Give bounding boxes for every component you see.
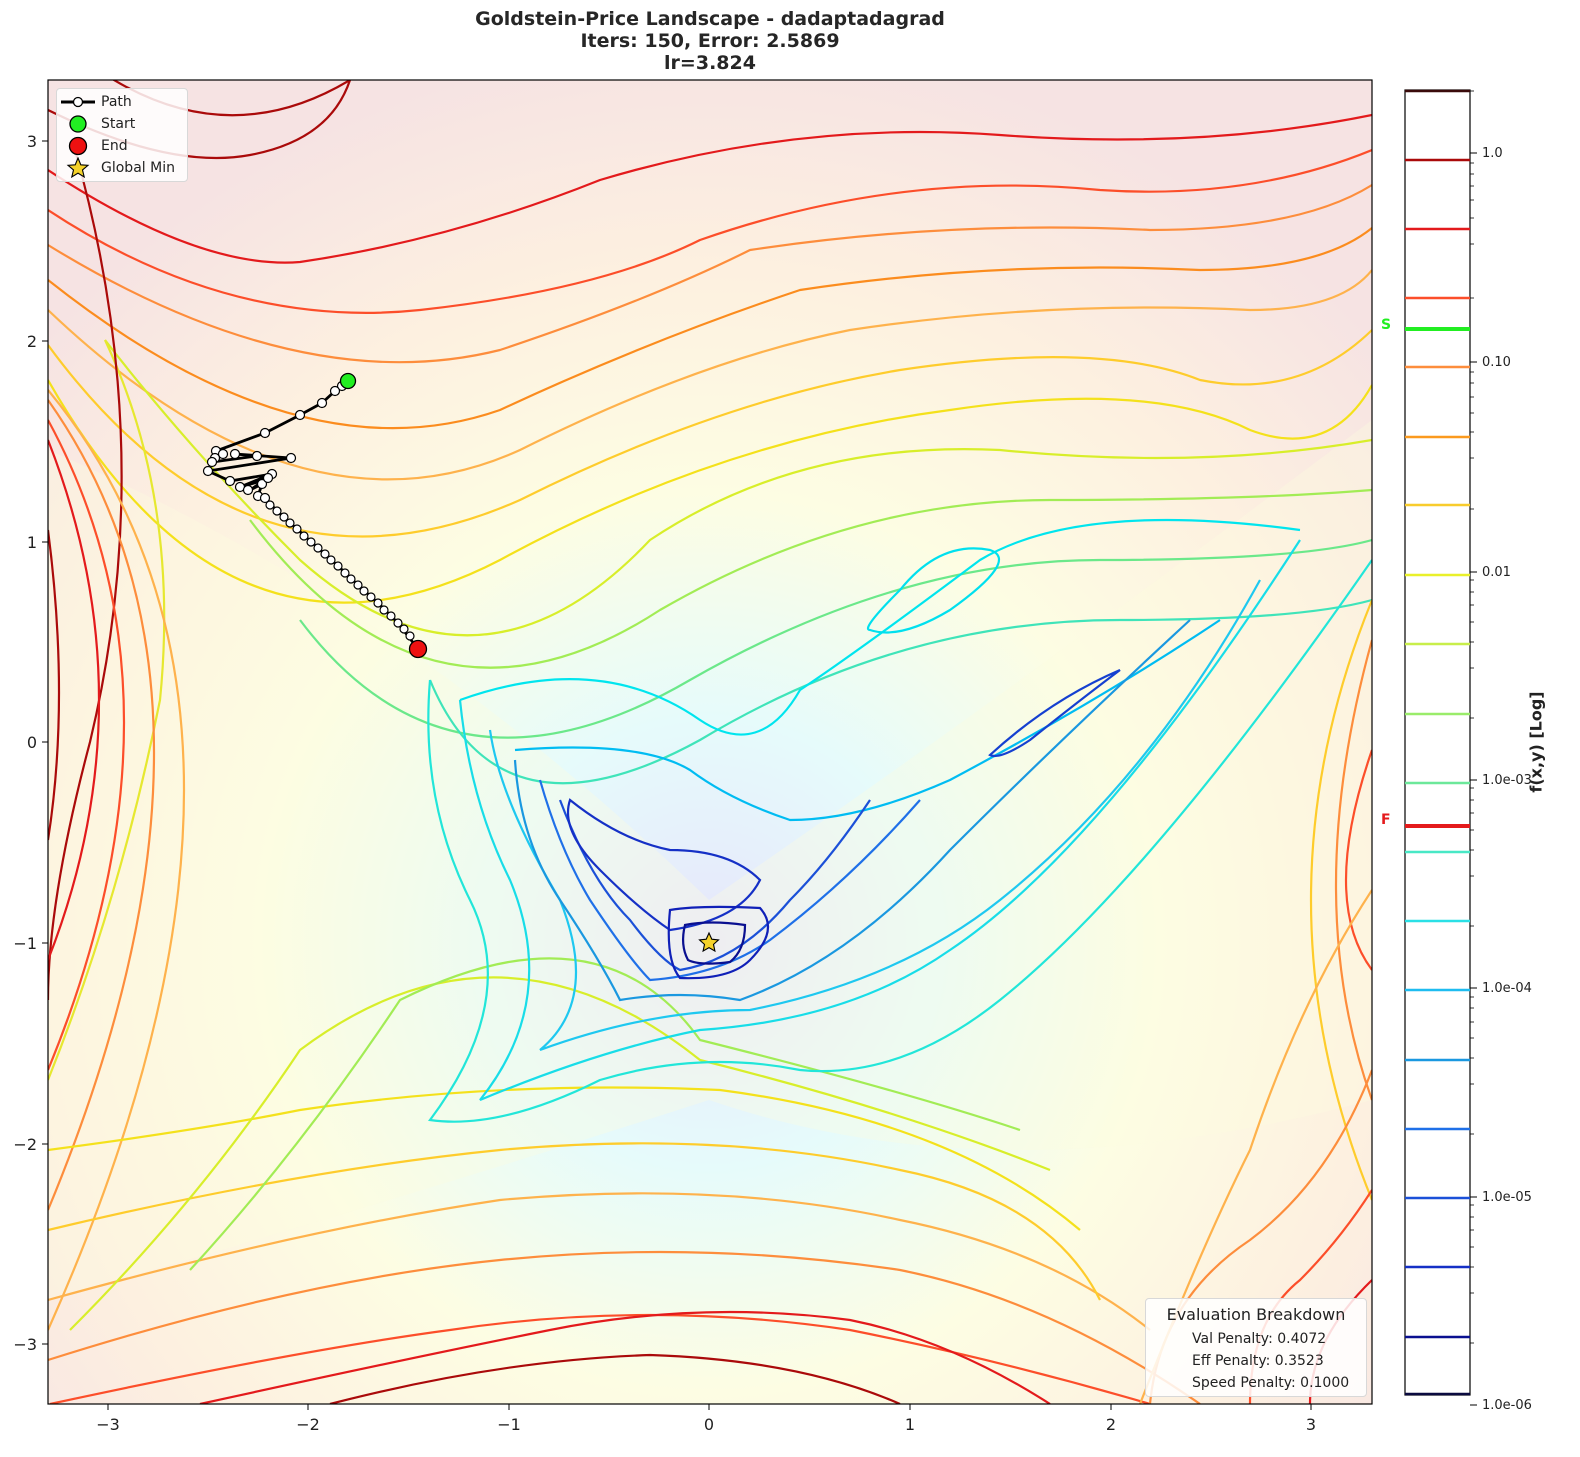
evaluation-title: Evaluation Breakdown [1166, 1305, 1346, 1324]
x-tick-label: −3 [96, 1415, 120, 1434]
x-tick-label: 3 [1306, 1415, 1316, 1434]
star-icon [57, 157, 101, 179]
y-axis [42, 140, 48, 1345]
legend-label: End [101, 138, 128, 154]
start-value-label: S [1381, 317, 1392, 333]
y-tick-label: −3 [13, 1335, 37, 1354]
final-value-label: F [1381, 812, 1391, 828]
title-line-2: Iters: 150, Error: 2.5869 [580, 30, 840, 52]
x-tick-label: 1 [905, 1415, 915, 1434]
legend-item-path: Path [57, 91, 187, 113]
contour-lines [48, 80, 1372, 1404]
val-penalty: Val Penalty: 0.4072 [1192, 1331, 1327, 1347]
x-tick-label: −1 [497, 1415, 521, 1434]
colorbar: 1.0 0.10 0.01 1.0e-03 1.0e-04 1.0e-05 1.… [1404, 89, 1532, 1413]
x-tick-label: −2 [296, 1415, 320, 1434]
legend-item-global-min: Global Min [57, 157, 187, 179]
speed-penalty: Speed Penalty: 0.1000 [1192, 1375, 1350, 1391]
colorbar-tick-label: 1.0e-04 [1482, 981, 1532, 996]
colorbar-tick-label: 1.0e-06 [1482, 1398, 1532, 1413]
title-line-1: Goldstein-Price Landscape - dadaptadagra… [475, 8, 945, 30]
colorbar-label: f(x,y) [Log] [1526, 691, 1546, 793]
colorbar-tick-label: 1.0e-03 [1482, 773, 1532, 788]
colorbar-tick-label: 1.0e-05 [1482, 1190, 1532, 1205]
legend-item-start: Start [57, 113, 187, 135]
x-axis [107, 1404, 1312, 1410]
chart-title: Goldstein-Price Landscape - dadaptadagra… [48, 8, 1372, 74]
start-circle-icon [57, 113, 101, 135]
y-tick-label: 3 [27, 132, 37, 151]
optimization-path [202, 372, 428, 659]
title-line-3: lr=3.824 [664, 52, 756, 74]
end-circle-icon [57, 135, 101, 157]
legend-label: Start [101, 116, 136, 132]
x-tick-label: 2 [1106, 1415, 1116, 1434]
x-tick-label: 0 [704, 1415, 714, 1434]
start-marker [339, 372, 357, 390]
colorbar-tick-label: 1.0 [1482, 146, 1503, 161]
plot-area [48, 80, 1372, 1404]
y-tick-label: −2 [13, 1135, 37, 1154]
path-line-icon [57, 91, 101, 113]
colorbar-tick-label: 0.01 [1482, 565, 1511, 580]
eff-penalty: Eff Penalty: 0.3523 [1192, 1353, 1324, 1369]
y-tick-label: 1 [27, 533, 37, 552]
y-tick-label: 0 [27, 733, 37, 752]
legend: Path Start End Global Min [56, 88, 188, 182]
legend-label: Global Min [101, 160, 175, 176]
y-tick-label: −1 [13, 934, 37, 953]
evaluation-breakdown-box: Evaluation Breakdown Val Penalty: 0.4072… [1145, 1298, 1367, 1397]
legend-item-end: End [57, 135, 187, 157]
y-tick-label: 2 [27, 332, 37, 351]
end-marker [408, 639, 428, 659]
colorbar-tick-label: 0.10 [1482, 355, 1511, 370]
global-min-star-icon [698, 931, 720, 953]
legend-label: Path [101, 94, 132, 110]
